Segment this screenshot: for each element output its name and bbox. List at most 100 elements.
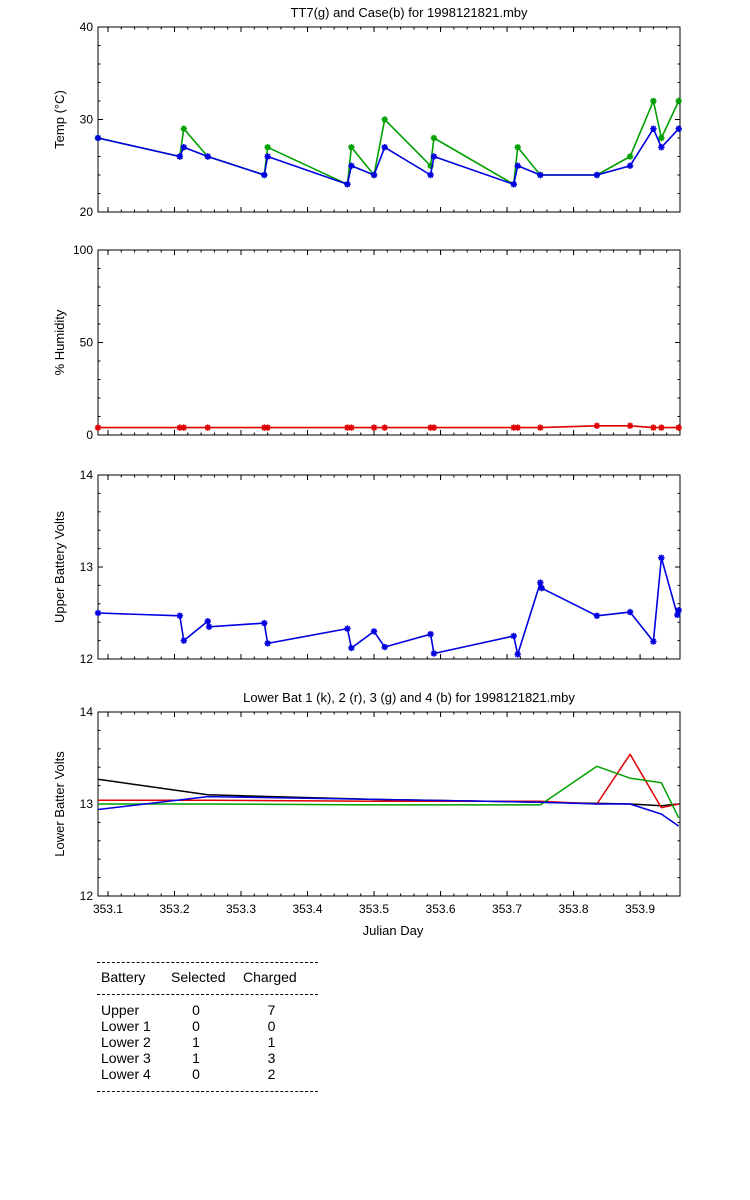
header-selected: Selected bbox=[171, 969, 226, 985]
y-axis-label: % Humidity bbox=[52, 309, 67, 375]
header-battery: Battery bbox=[101, 969, 146, 985]
data-point bbox=[176, 153, 184, 160]
y-tick-label: 12 bbox=[80, 652, 94, 666]
data-point bbox=[381, 424, 388, 431]
data-point bbox=[510, 181, 517, 188]
data-point bbox=[94, 134, 102, 142]
table-header-row: Battery Selected Charged bbox=[97, 969, 318, 985]
cell-selected: 1 bbox=[192, 1034, 200, 1050]
table-row: Lower 3 1 3 bbox=[97, 1050, 318, 1066]
plot-frame bbox=[97, 474, 681, 660]
x-tick-label: 353.5 bbox=[359, 902, 389, 916]
data-point bbox=[261, 171, 268, 179]
cell-charged: 0 bbox=[267, 1018, 276, 1034]
cell-charged: 3 bbox=[267, 1050, 276, 1066]
series-line-case bbox=[97, 128, 680, 186]
data-point bbox=[537, 171, 544, 179]
data-point bbox=[510, 632, 517, 640]
header-charged: Charged bbox=[243, 969, 297, 985]
cell-charged: 2 bbox=[267, 1066, 276, 1082]
data-point bbox=[204, 424, 211, 431]
cell-selected: 0 bbox=[192, 1002, 200, 1018]
data-point bbox=[344, 181, 351, 188]
data-point bbox=[675, 97, 682, 105]
plot-frame bbox=[97, 26, 681, 213]
cell-selected: 0 bbox=[192, 1066, 200, 1082]
x-tick-label: 353.6 bbox=[426, 902, 456, 916]
data-point bbox=[593, 612, 601, 619]
cell-charged: 1 bbox=[267, 1034, 276, 1050]
cell-battery: Lower 4 bbox=[101, 1066, 151, 1082]
table-top-rule bbox=[97, 962, 318, 963]
data-point bbox=[427, 171, 434, 179]
series-line-3 bbox=[98, 765, 680, 819]
cell-battery: Lower 3 bbox=[101, 1050, 151, 1066]
data-point bbox=[675, 607, 682, 614]
y-tick-label: 50 bbox=[80, 336, 94, 350]
data-point bbox=[626, 162, 634, 169]
y-tick-label: 12 bbox=[80, 889, 94, 903]
table-row: Lower 1 0 0 bbox=[97, 1018, 318, 1034]
data-point bbox=[593, 422, 601, 429]
data-point bbox=[370, 171, 378, 179]
data-point bbox=[180, 144, 188, 151]
data-point bbox=[658, 144, 665, 151]
data-point bbox=[537, 579, 544, 586]
data-point bbox=[94, 424, 102, 431]
chart-title: TT7(g) and Case(b) for 1998121821.mby bbox=[290, 5, 528, 20]
data-point bbox=[370, 628, 378, 635]
series-line-1 bbox=[98, 424, 679, 429]
y-axis-label: Lower Batter Volts bbox=[52, 751, 67, 857]
data-point bbox=[514, 144, 521, 151]
x-tick-label: 353.1 bbox=[93, 902, 123, 916]
data-point bbox=[427, 630, 434, 638]
x-axis-label: Julian Day bbox=[363, 923, 424, 938]
data-point bbox=[381, 643, 388, 651]
data-point bbox=[370, 424, 378, 431]
chart-panel-3: 12 13 14 Upper Battery Volts bbox=[52, 468, 682, 666]
data-point bbox=[204, 153, 211, 160]
y-tick-label: 13 bbox=[80, 560, 94, 574]
data-point bbox=[176, 612, 184, 619]
table-row: Lower 2 1 1 bbox=[97, 1034, 318, 1050]
data-point bbox=[650, 638, 657, 645]
y-tick-label: 14 bbox=[80, 705, 94, 719]
data-point bbox=[348, 144, 355, 151]
data-point bbox=[538, 584, 545, 592]
x-tick-label: 353.7 bbox=[492, 902, 522, 916]
data-point bbox=[675, 424, 682, 431]
data-point bbox=[658, 424, 665, 431]
data-point bbox=[344, 625, 351, 632]
charts-figure: 20 30 40 TT7(g) and Case(b) for 1998121821.… bbox=[52, 5, 682, 938]
data-point bbox=[204, 618, 211, 625]
table-header-rule bbox=[97, 994, 318, 995]
series-line-tt7 bbox=[97, 100, 680, 186]
data-point bbox=[626, 422, 634, 429]
data-point bbox=[514, 651, 521, 658]
cell-charged: 7 bbox=[267, 1002, 276, 1018]
cell-battery: Lower 2 bbox=[101, 1034, 151, 1050]
y-axis-label: Temp (°C) bbox=[52, 90, 67, 149]
x-tick-label: 353.8 bbox=[559, 902, 589, 916]
data-point bbox=[430, 424, 438, 431]
data-point bbox=[180, 125, 188, 132]
y-tick-label: 20 bbox=[80, 205, 94, 219]
y-axis-label: Upper Battery Volts bbox=[52, 511, 67, 623]
x-tick-label: 353.9 bbox=[625, 902, 655, 916]
data-point bbox=[430, 134, 438, 142]
cell-battery: Lower 1 bbox=[101, 1018, 151, 1034]
data-point bbox=[626, 608, 634, 616]
data-point bbox=[430, 650, 438, 657]
y-tick-label: 30 bbox=[80, 113, 94, 127]
series-line-4 bbox=[97, 795, 680, 827]
table-row: Lower 4 0 2 bbox=[97, 1066, 318, 1082]
data-point bbox=[264, 153, 271, 160]
data-point bbox=[180, 424, 188, 431]
x-tick-label: 353.2 bbox=[159, 902, 189, 916]
chart-panel-2: 0 50 100 % Humidity bbox=[52, 243, 682, 442]
data-point bbox=[94, 609, 102, 617]
data-point bbox=[658, 134, 665, 142]
data-point bbox=[650, 97, 657, 105]
data-point bbox=[264, 424, 271, 431]
chart-title: Lower Bat 1 (k), 2 (r), 3 (g) and 4 (b) … bbox=[243, 690, 575, 705]
